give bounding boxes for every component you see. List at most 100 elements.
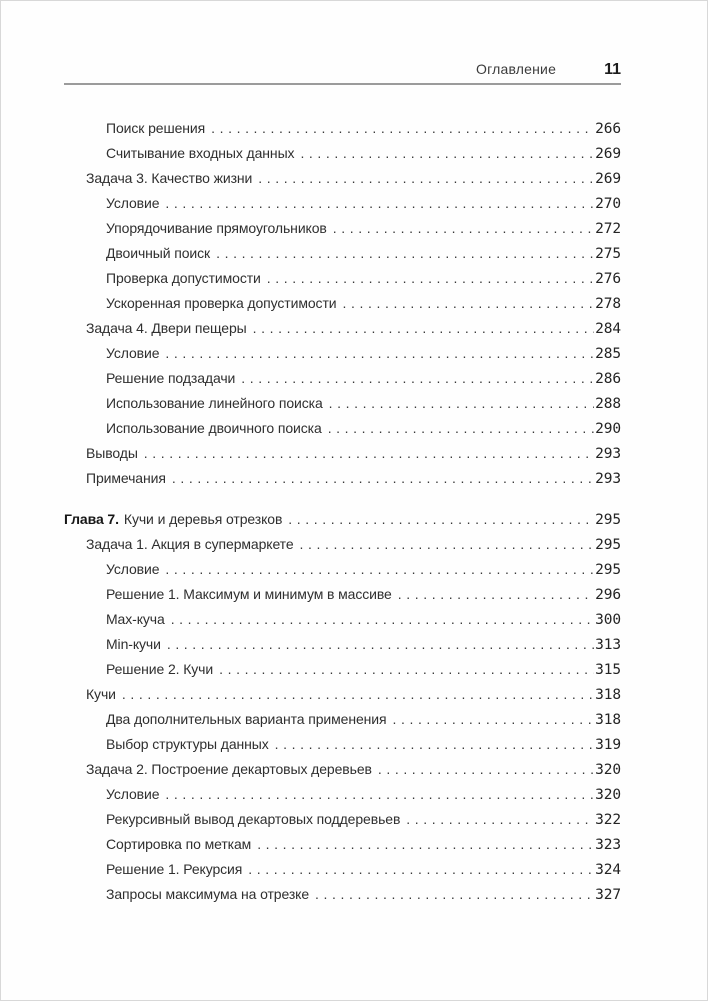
entry-label: Задача 4. Двери пещеры [86, 320, 247, 336]
entry-page: 324 [595, 862, 621, 878]
entry-label: Задача 2. Построение декартовых деревьев [86, 761, 372, 777]
toc-entry: Условие 320 [64, 782, 621, 807]
entry-page: 320 [595, 762, 621, 778]
entry-label: Задача 1. Акция в супермаркете [86, 536, 294, 552]
entry-label: Задача 3. Качество жизни [86, 170, 253, 186]
entry-label: Кучи [86, 686, 116, 702]
toc-entry: Глава 7. Кучи и деревья отрезков 295 [64, 507, 621, 532]
leader-dots [165, 557, 594, 582]
entry-label: Поиск решения [106, 120, 206, 136]
entry-page: 315 [595, 662, 621, 678]
entry-label: Рекурсивный вывод декартовых поддеревьев [106, 811, 401, 827]
leader-dots [267, 266, 594, 291]
leader-dots [241, 366, 594, 391]
entry-label: Условие [106, 195, 160, 211]
toc-entry: Задача 1. Акция в супермаркете 295 [64, 532, 621, 557]
leader-dots [144, 441, 594, 466]
leader-dots [333, 216, 594, 241]
leader-dots [165, 191, 594, 216]
leader-dots [167, 632, 594, 657]
entry-label: Использование линейного поиска [106, 395, 323, 411]
entry-label: Примечания [86, 470, 166, 486]
entry-page: 318 [595, 712, 621, 728]
toc-entry: Задача 3. Качество жизни 269 [64, 166, 621, 191]
leader-dots [343, 291, 595, 316]
toc-entry: Примечания 293 [64, 466, 621, 491]
entry-page: 327 [595, 887, 621, 903]
entry-page: 293 [595, 446, 621, 462]
entry-page: 284 [595, 321, 621, 337]
toc-list: Поиск решения 266 Считывание входных дан… [64, 116, 621, 907]
entry-label: Условие [106, 786, 160, 802]
leader-dots [172, 466, 594, 491]
entry-page: 269 [595, 171, 621, 187]
entry-page: 320 [595, 787, 621, 803]
entry-label: Min-кучи [106, 636, 161, 652]
entry-page: 286 [595, 371, 621, 387]
toc-entry: Кучи 318 [64, 682, 621, 707]
toc-entry: Считывание входных данных 269 [64, 141, 621, 166]
entry-page: 313 [595, 637, 621, 653]
leader-dots [253, 316, 594, 341]
toc-entry: Условие 270 [64, 191, 621, 216]
chapter-prefix: Глава 7. [64, 511, 119, 527]
toc-entry: Решение 2. Кучи 315 [64, 657, 621, 682]
entry-page: 288 [595, 396, 621, 412]
header-page-number: 11 [604, 61, 621, 78]
leader-dots [219, 657, 594, 682]
entry-page: 323 [595, 837, 621, 853]
entry-label: Кучи и деревья отрезков [123, 511, 283, 527]
entry-label: Ускоренная проверка допустимости [106, 295, 337, 311]
entry-label: Решение 2. Кучи [106, 661, 214, 677]
toc-entry: Задача 4. Двери пещеры 284 [64, 316, 621, 341]
header-title: Оглавление [476, 61, 557, 77]
leader-dots [406, 807, 594, 832]
toc-entry: Выбор структуры данных 319 [64, 732, 621, 757]
entry-label: Два дополнительных варианта применения [106, 711, 387, 727]
entry-page: 290 [595, 421, 621, 437]
leader-dots [300, 532, 595, 557]
entry-page: 270 [595, 196, 621, 212]
leader-dots [211, 116, 594, 141]
page-header: Оглавление 11 [64, 62, 621, 85]
toc-entry: Min-кучи 313 [64, 632, 621, 657]
entry-page: 285 [595, 346, 621, 362]
entry-page: 296 [595, 587, 621, 603]
entry-label: Сортировка по меткам [106, 836, 252, 852]
entry-label: Условие [106, 561, 160, 577]
leader-dots [248, 857, 594, 882]
leader-dots [398, 582, 594, 607]
toc-entry: Использование двоичного поиска 290 [64, 416, 621, 441]
entry-label: Двоичный поиск [106, 245, 211, 261]
leader-dots [378, 757, 594, 782]
entry-page: 276 [595, 271, 621, 287]
toc-entry: Решение 1. Максимум и минимум в массиве … [64, 582, 621, 607]
toc-entry: Условие 295 [64, 557, 621, 582]
entry-label: Решение 1. Рекурсия [106, 861, 243, 877]
entry-label: Выводы [86, 445, 138, 461]
entry-page: 322 [595, 812, 621, 828]
toc-entry: Использование линейного поиска 288 [64, 391, 621, 416]
entry-page: 272 [595, 221, 621, 237]
toc-entry: Упорядочивание прямоугольников 272 [64, 216, 621, 241]
entry-label: Проверка допустимости [106, 270, 261, 286]
leader-dots [165, 782, 594, 807]
entry-page: 293 [595, 471, 621, 487]
entry-page: 295 [595, 512, 621, 528]
toc-entry: Решение 1. Рекурсия 324 [64, 857, 621, 882]
entry-label: Выбор структуры данных [106, 736, 269, 752]
entry-page: 295 [595, 562, 621, 578]
toc-entry: Ускоренная проверка допустимости 278 [64, 291, 621, 316]
leader-dots [392, 707, 594, 732]
entry-label: Считывание входных данных [106, 145, 295, 161]
leader-dots [328, 416, 594, 441]
leader-dots [329, 391, 594, 416]
toc-entry: Поиск решения 266 [64, 116, 621, 141]
toc-entry: Рекурсивный вывод декартовых поддеревьев… [64, 807, 621, 832]
entry-page: 275 [595, 246, 621, 262]
toc-entry: Выводы 293 [64, 441, 621, 466]
leader-dots [257, 832, 594, 857]
toc-entry: Решение подзадачи 286 [64, 366, 621, 391]
toc-entry: Задача 2. Построение декартовых деревьев… [64, 757, 621, 782]
